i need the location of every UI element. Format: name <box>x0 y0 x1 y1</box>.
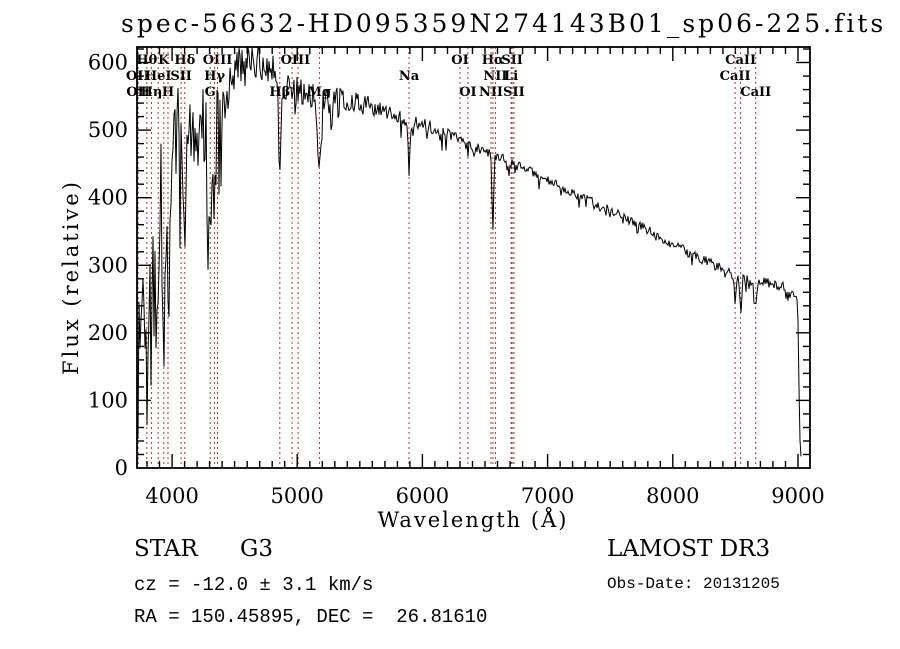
svg-text:400: 400 <box>88 186 128 210</box>
obs-date-text: Obs-Date: 20131205 <box>607 575 780 593</box>
radial-velocity-text: cz = -12.0 ± 3.1 km/s <box>134 574 374 596</box>
svg-text:6000: 6000 <box>396 484 449 508</box>
svg-text:SII: SII <box>501 53 523 68</box>
svg-text:SII: SII <box>170 69 192 84</box>
svg-text:9000: 9000 <box>771 484 824 508</box>
svg-text:300: 300 <box>88 253 128 277</box>
svg-text:K: K <box>158 53 170 68</box>
svg-text:600: 600 <box>88 51 128 75</box>
svg-text:Hδ: Hδ <box>174 53 195 68</box>
survey-release-label: LAMOST DR3 <box>607 536 771 562</box>
svg-text:8000: 8000 <box>646 484 699 508</box>
plot-title: spec-56632-HD095359N274143B01_sp06-225.f… <box>121 9 887 38</box>
svg-text:4000: 4000 <box>145 484 198 508</box>
svg-text:500: 500 <box>88 118 128 142</box>
svg-text:NII: NII <box>483 69 507 84</box>
svg-text:Na: Na <box>399 69 420 84</box>
coordinates-text: RA = 150.45895, DEC = 26.81610 <box>134 606 488 628</box>
svg-text:200: 200 <box>88 321 128 345</box>
svg-text:100: 100 <box>88 388 128 412</box>
svg-text:7000: 7000 <box>521 484 574 508</box>
svg-text:0: 0 <box>115 456 128 480</box>
svg-text:OIII: OIII <box>203 53 233 68</box>
svg-text:CaII: CaII <box>720 69 751 84</box>
svg-text:OIII: OIII <box>281 53 311 68</box>
svg-text:5000: 5000 <box>270 484 323 508</box>
svg-text:HeI: HeI <box>145 69 172 84</box>
svg-text:OI: OI <box>451 53 468 68</box>
y-axis-label: Flux (relative) <box>59 179 83 375</box>
svg-text:Hγ: Hγ <box>204 69 225 84</box>
svg-text:Li: Li <box>504 69 518 84</box>
object-subclass-label: G3 <box>240 536 274 562</box>
object-class-label: STAR <box>134 536 198 562</box>
svg-text:Hα: Hα <box>482 53 504 68</box>
x-axis-label: Wavelength (Å) <box>377 508 569 532</box>
svg-text:CaII: CaII <box>725 53 756 68</box>
svg-text:Hθ: Hθ <box>136 53 157 68</box>
